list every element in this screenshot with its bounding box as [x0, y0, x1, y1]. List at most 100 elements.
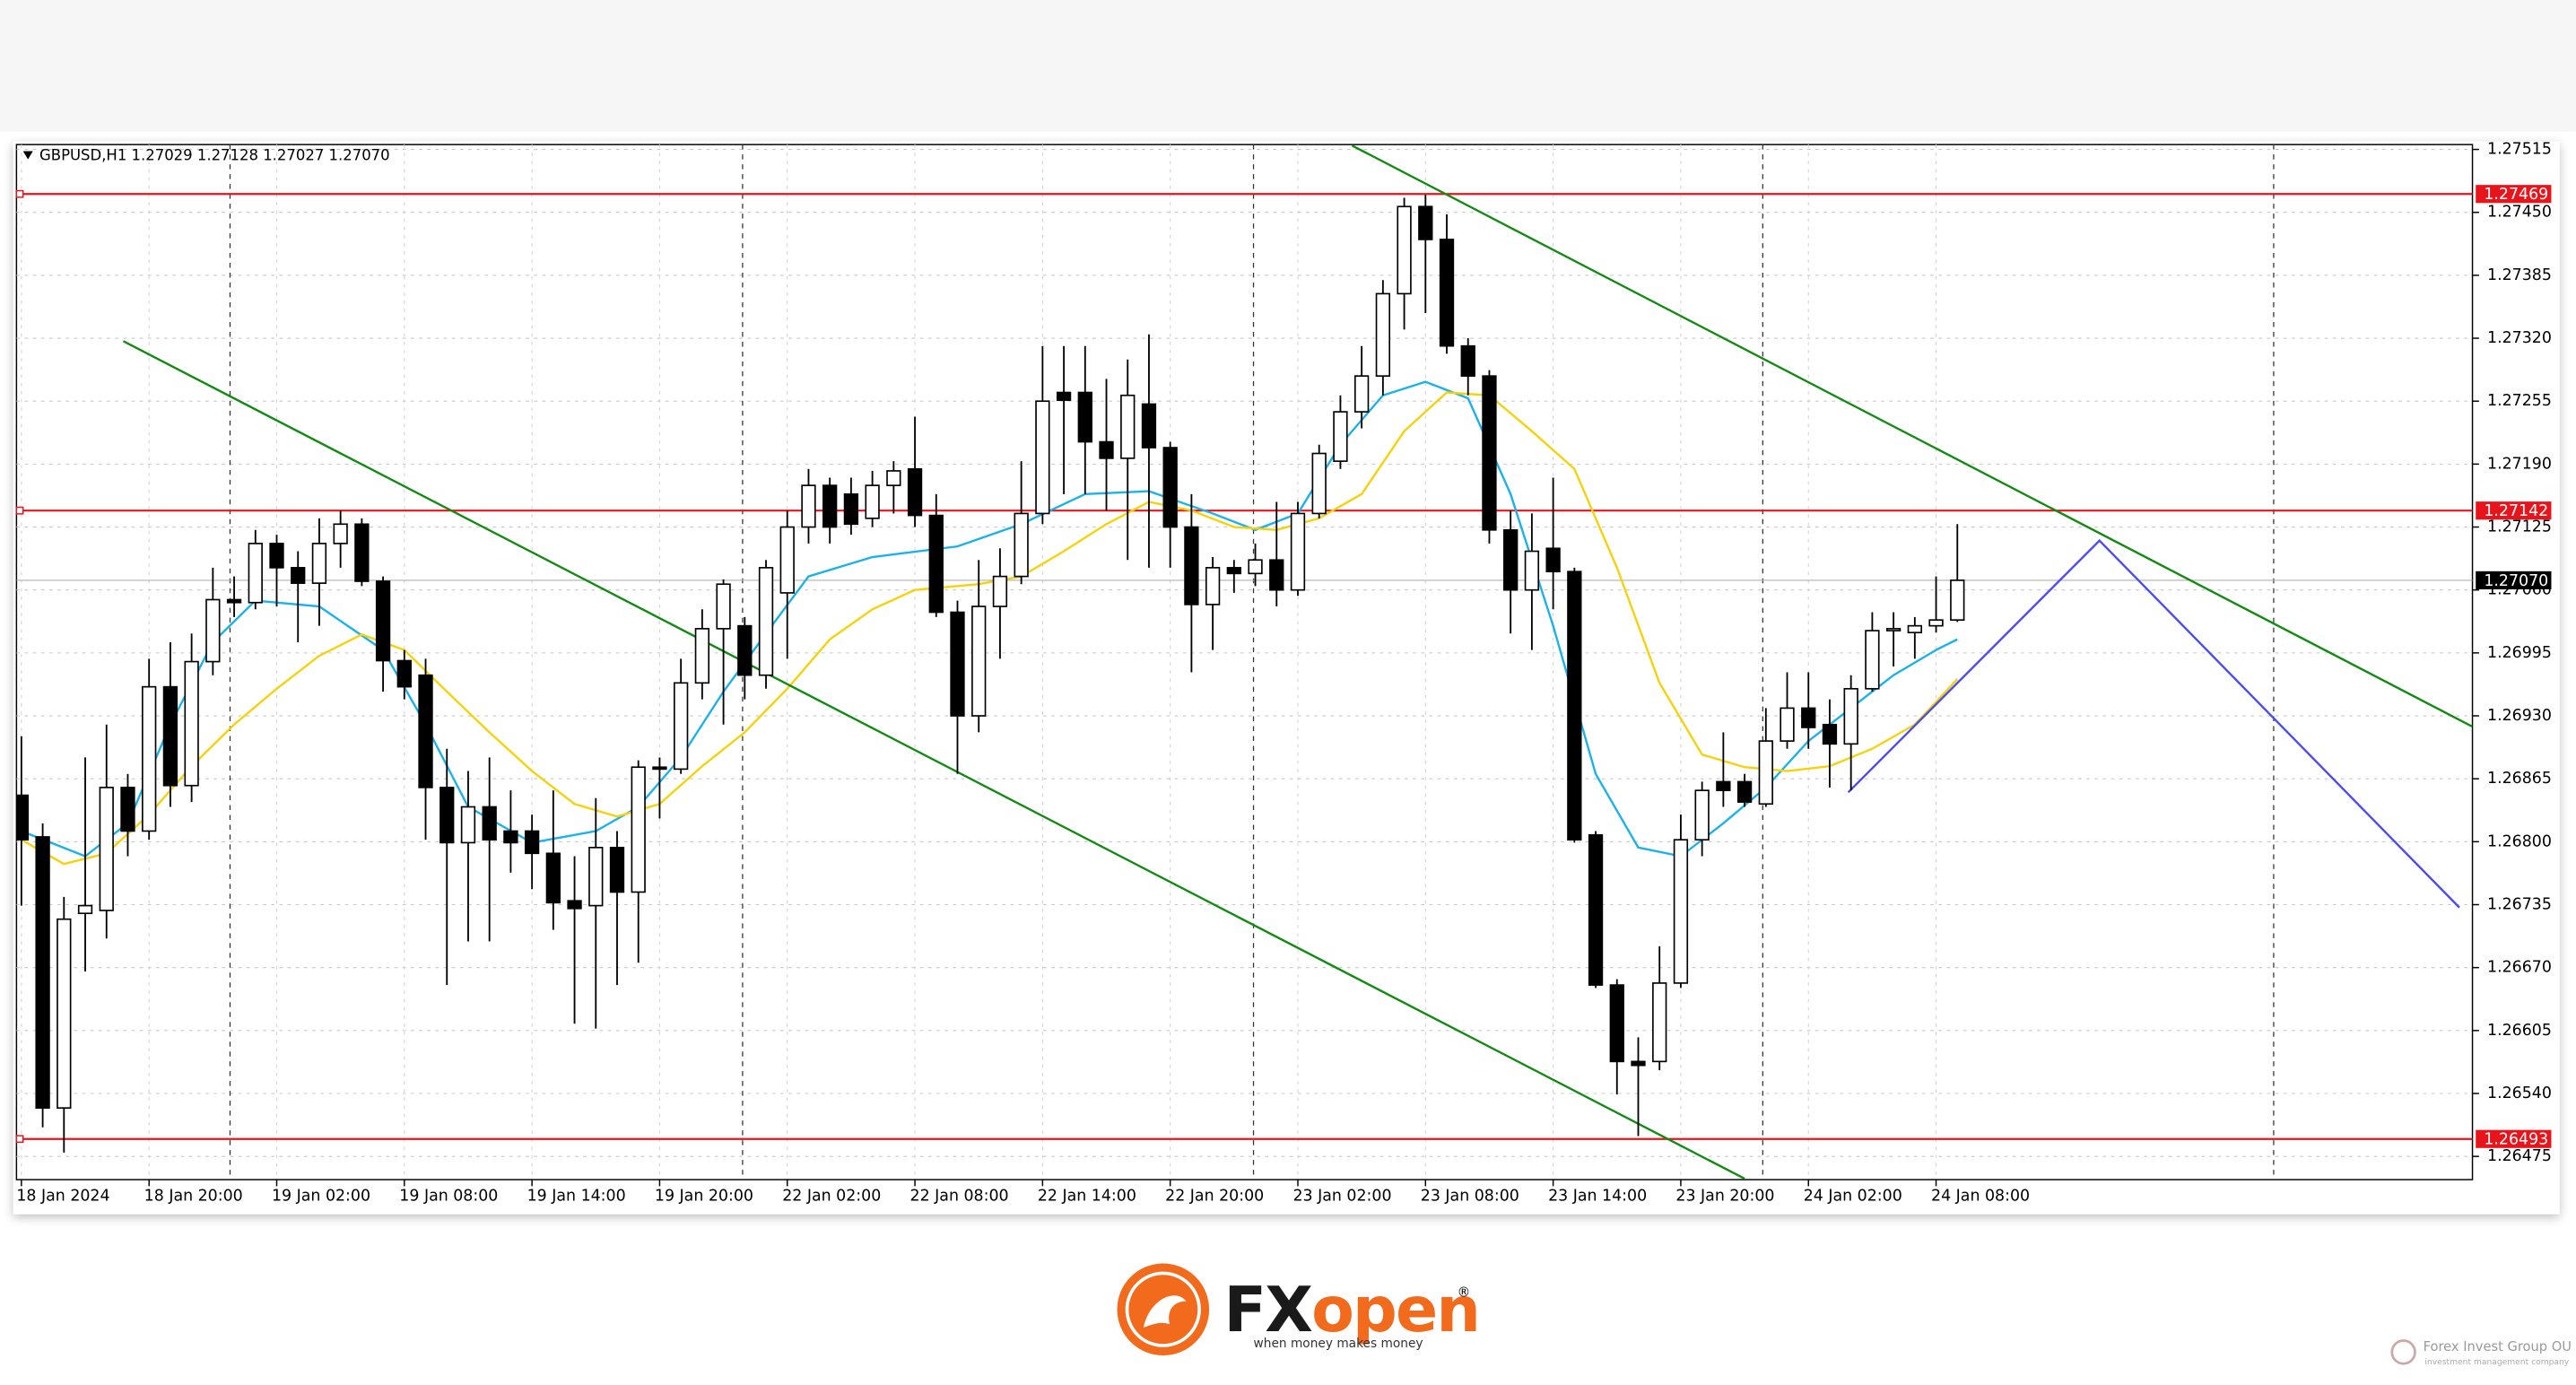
x-tick-label: 19 Jan 14:00 [527, 1187, 626, 1205]
x-tick-label: 22 Jan 14:00 [1038, 1187, 1136, 1205]
candle-body [567, 900, 582, 910]
candle-body [928, 514, 944, 614]
candle-body [226, 598, 242, 604]
candle-body [269, 543, 284, 569]
candle-body [524, 830, 540, 855]
x-tick-label: 24 Jan 08:00 [1931, 1187, 2030, 1205]
candle-body [1248, 559, 1263, 575]
candle-body [1907, 624, 1922, 634]
x-tick-label: 22 Jan 02:00 [782, 1187, 881, 1205]
y-tick-label: 1.26995 [2487, 644, 2552, 662]
y-tick-label: 1.26475 [2487, 1147, 2552, 1165]
level-anchor [15, 189, 24, 198]
candle-body [950, 611, 965, 717]
level-tag [2476, 1129, 2552, 1148]
candle-body [758, 567, 774, 676]
candle-body [205, 598, 221, 663]
candle-body [1205, 567, 1221, 605]
y-tick-label: 1.26865 [2487, 770, 2552, 788]
candle-body [1056, 391, 1072, 401]
candle-body [460, 806, 476, 844]
x-tick-label: 19 Jan 02:00 [272, 1187, 370, 1205]
x-tick-label: 22 Jan 20:00 [1165, 1187, 1264, 1205]
candle-body [162, 685, 178, 787]
candle-body [1226, 567, 1241, 575]
x-tick-label: 23 Jan 02:00 [1292, 1187, 1391, 1205]
candle-body [1482, 375, 1497, 531]
logo-icon-shape [1143, 1295, 1187, 1328]
candle-body [1694, 789, 1710, 841]
candle-body [99, 787, 114, 911]
plot [16, 144, 2473, 1180]
logo-tagline: when money makes money [1254, 1337, 1423, 1351]
menu-arrow [22, 151, 33, 160]
overlay-line [122, 340, 1745, 1180]
candle-body [184, 660, 199, 787]
plot-frame [15, 144, 2474, 1180]
x-tick-label: 18 Jan 2024 [16, 1187, 109, 1205]
candle-body [1418, 205, 1433, 240]
last-price-label: 1.27070 [2484, 572, 2548, 590]
candle-body [609, 846, 625, 893]
candle-body [1609, 984, 1624, 1063]
level-anchor [15, 506, 24, 515]
candle-body [418, 674, 433, 788]
y-tick-label: 1.27255 [2487, 392, 2552, 410]
candle-body [1950, 579, 1965, 621]
candle-body [1035, 400, 1050, 515]
candle-body [1290, 512, 1306, 591]
watermark-icon [2390, 1339, 2416, 1365]
x-tick-label: 19 Jan 08:00 [399, 1187, 498, 1205]
candle-body [716, 583, 731, 630]
candle-body [1524, 550, 1540, 591]
symbol-info: GBPUSD,H1 1.27029 1.27128 1.27027 1.2707… [39, 146, 390, 163]
candle-body [1716, 780, 1731, 791]
y-tick-label: 1.27125 [2487, 518, 2552, 536]
candle-body [1439, 239, 1455, 347]
candle-body [907, 467, 923, 517]
candle-body [1673, 839, 1689, 984]
y-tick-label: 1.26800 [2487, 832, 2552, 850]
candle-body [588, 846, 604, 907]
overlay-line [1351, 144, 2473, 727]
logo-icon-ring [1125, 1271, 1201, 1347]
candle-body [142, 685, 157, 832]
logo-registered: ® [1458, 1285, 1471, 1300]
candle-body [1865, 630, 1880, 690]
candle-body [1588, 833, 1604, 986]
candle-body [16, 794, 30, 841]
candle-body [822, 484, 838, 528]
level-tag-label: 1.27142 [2484, 502, 2548, 520]
candle-body [354, 523, 370, 582]
x-tick-label: 23 Jan 20:00 [1675, 1187, 1774, 1205]
candle-body [439, 787, 455, 844]
candle-body [652, 766, 667, 771]
candle-body [1801, 707, 1816, 728]
candle-body [992, 575, 1008, 607]
level-tag-label: 1.26493 [2484, 1131, 2548, 1149]
chart-window [13, 141, 2560, 1215]
axes: 1.27515 1.27450 1.27385 1.27320 1.27255 1.271… [15, 141, 2552, 1205]
candle-body [1503, 528, 1519, 591]
candle-body [843, 493, 859, 526]
candle-body [311, 543, 327, 584]
candle-body [1353, 375, 1370, 413]
candle-body [1822, 723, 1838, 745]
candle-body [1397, 205, 1412, 295]
candle-body [737, 624, 753, 676]
candle-body [57, 918, 72, 1110]
candle-body [1736, 780, 1753, 803]
y-tick-label: 1.26605 [2487, 1022, 2552, 1040]
candle-body [1311, 452, 1327, 515]
candle-body [1269, 559, 1284, 591]
candle-body [1567, 571, 1582, 841]
candle-body [865, 484, 880, 519]
y-tick-label: 1.26540 [2487, 1084, 2552, 1102]
watermark-company: Forex Invest Group OU [2424, 1339, 2572, 1355]
candle-body [482, 806, 497, 841]
last-price-tag [2476, 571, 2552, 589]
level-anchor [15, 1135, 24, 1144]
candle-body [631, 766, 646, 893]
